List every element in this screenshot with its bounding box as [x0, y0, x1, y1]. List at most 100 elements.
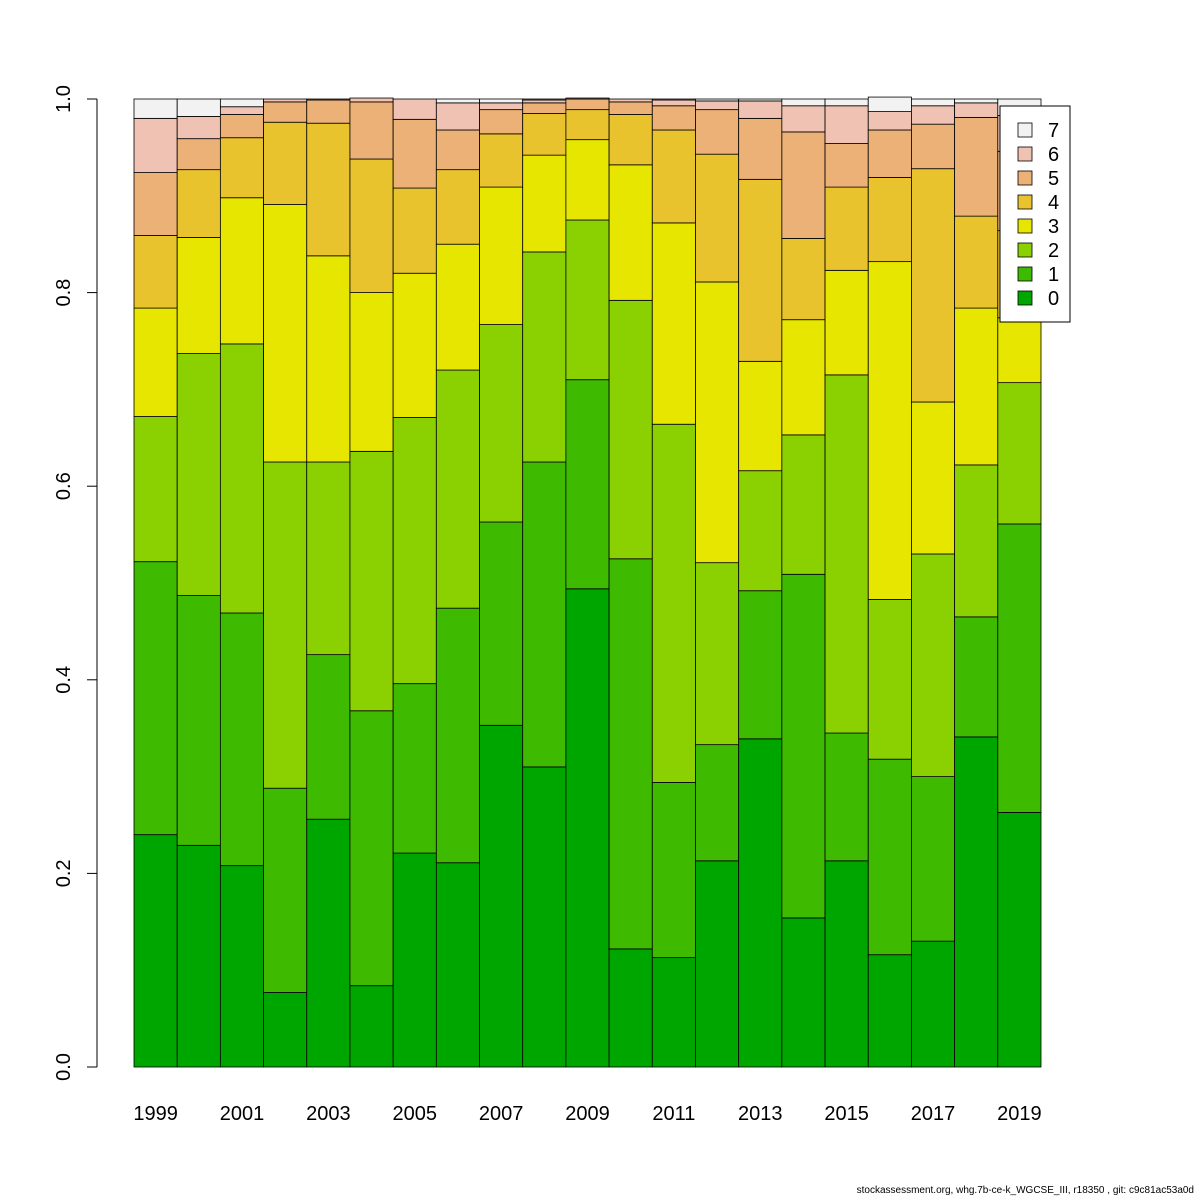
bar-2009-age-6 — [565, 97, 610, 100]
bar-2011-age-3 — [651, 222, 696, 425]
bar-2004-age-3 — [349, 292, 394, 452]
bar-2013-age-2 — [738, 470, 783, 592]
bar-2011-age-5 — [651, 105, 696, 131]
x-tick-label-1999: 1999 — [133, 1103, 178, 1125]
bar-2008-age-0 — [522, 766, 567, 1068]
bar-2000-age-6 — [176, 116, 221, 140]
x-tick-label-2005: 2005 — [392, 1103, 437, 1125]
bar-2001-age-5 — [219, 114, 264, 139]
bar-column-2006 — [435, 98, 480, 1068]
y-tick-label: 0.0 — [53, 1053, 75, 1081]
bar-2001-age-4 — [219, 137, 264, 199]
bar-column-2009 — [565, 97, 610, 1068]
bar-2009-age-4 — [565, 109, 610, 141]
bar-2006-age-1 — [435, 607, 480, 864]
bar-2013-age-7 — [738, 98, 783, 102]
bar-2006-age-2 — [435, 369, 480, 609]
bar-2010-age-4 — [608, 114, 653, 166]
legend-swatch-6 — [1017, 146, 1033, 162]
bar-2002-age-6 — [263, 98, 308, 103]
bar-2005-age-0 — [392, 852, 437, 1068]
bar-2014-age-0 — [781, 917, 826, 1068]
bar-column-2012 — [695, 98, 740, 1068]
bar-2011-age-7 — [651, 98, 696, 101]
bar-2000-age-5 — [176, 138, 221, 171]
bar-2017-age-5 — [911, 123, 956, 170]
y-tick-label: 0.6 — [53, 472, 75, 500]
y-tick-label: 1.0 — [53, 85, 75, 113]
bar-2013-age-0 — [738, 738, 783, 1068]
legend-label-7: 7 — [1048, 120, 1059, 142]
legend-label-1: 1 — [1048, 264, 1059, 286]
legend-swatch-1 — [1017, 266, 1033, 282]
bar-2005-age-2 — [392, 417, 437, 685]
bar-1999-age-7 — [133, 98, 178, 119]
legend-swatch-3 — [1017, 218, 1033, 234]
legend-box — [999, 105, 1071, 323]
y-tick-label: 0.8 — [53, 279, 75, 307]
bar-2006-age-6 — [435, 102, 480, 131]
bar-2010-age-6 — [608, 98, 653, 103]
bar-2018-age-6 — [954, 102, 999, 118]
bar-2012-age-0 — [695, 860, 740, 1068]
bar-2003-age-1 — [306, 654, 351, 820]
legend-label-6: 6 — [1048, 144, 1059, 166]
y-tick-label: 0.2 — [53, 859, 75, 887]
bar-2000-age-4 — [176, 169, 221, 238]
bar-2005-age-5 — [392, 118, 437, 189]
bar-2018-age-2 — [954, 464, 999, 618]
bar-2016-age-6 — [867, 111, 912, 131]
bar-2000-age-7 — [176, 98, 221, 117]
bar-2018-age-0 — [954, 736, 999, 1068]
bar-2009-age-3 — [565, 139, 610, 221]
bar-2005-age-4 — [392, 187, 437, 274]
bar-2009-age-1 — [565, 379, 610, 590]
bar-2004-age-2 — [349, 450, 394, 712]
bar-2014-age-3 — [781, 319, 826, 436]
footer-note: stockassessment.org, whg.7b-ce-k_WGCSE_I… — [856, 1185, 1194, 1196]
x-tick-label-2003: 2003 — [306, 1103, 351, 1125]
bar-2008-age-3 — [522, 154, 567, 253]
bar-2001-age-7 — [219, 98, 264, 108]
bar-2004-age-6 — [349, 97, 394, 103]
bar-2011-age-2 — [651, 423, 696, 783]
bar-column-2011 — [651, 98, 696, 1068]
bar-2002-age-0 — [263, 992, 308, 1068]
bar-2019-age-3 — [997, 317, 1042, 384]
bar-2002-age-1 — [263, 787, 308, 993]
y-axis: 0.0 0.2 0.4 0.6 0.8 1.0 — [53, 85, 98, 1081]
bar-column-1999 — [133, 98, 178, 1068]
bar-2010-age-3 — [608, 164, 653, 301]
bar-column-2001 — [219, 98, 264, 1068]
bar-2012-age-2 — [695, 562, 740, 746]
bar-2014-age-1 — [781, 573, 826, 919]
bar-2010-age-5 — [608, 101, 653, 115]
legend-swatch-5 — [1017, 170, 1033, 186]
bar-2017-age-7 — [911, 98, 956, 107]
bar-2003-age-3 — [306, 255, 351, 463]
bar-2009-age-2 — [565, 219, 610, 381]
bar-column-2008 — [522, 98, 567, 1068]
bar-column-2007 — [479, 98, 524, 1068]
x-tick-label-2019: 2019 — [997, 1103, 1042, 1125]
legend-swatch-4 — [1017, 194, 1033, 210]
legend-swatch-2 — [1017, 242, 1033, 258]
bar-column-2010 — [608, 98, 653, 1068]
bar-1999-age-3 — [133, 307, 178, 417]
bar-2011-age-1 — [651, 782, 696, 959]
bar-2016-age-3 — [867, 261, 912, 600]
x-axis: 1999 2001 2003 2005 2007 2009 2011 2013 2015 2017… — [133, 1103, 1041, 1125]
bar-2008-age-5 — [522, 102, 567, 114]
bar-2014-age-5 — [781, 131, 826, 239]
bar-1999-age-1 — [133, 561, 178, 836]
bar-2012-age-5 — [695, 109, 740, 155]
bars-layer — [133, 96, 1042, 1068]
bar-2007-age-2 — [479, 324, 524, 523]
bar-column-2013 — [738, 98, 783, 1068]
bar-2013-age-4 — [738, 178, 783, 362]
bar-column-2018 — [954, 98, 999, 1068]
bar-2018-age-3 — [954, 307, 999, 466]
bar-2014-age-6 — [781, 105, 826, 133]
